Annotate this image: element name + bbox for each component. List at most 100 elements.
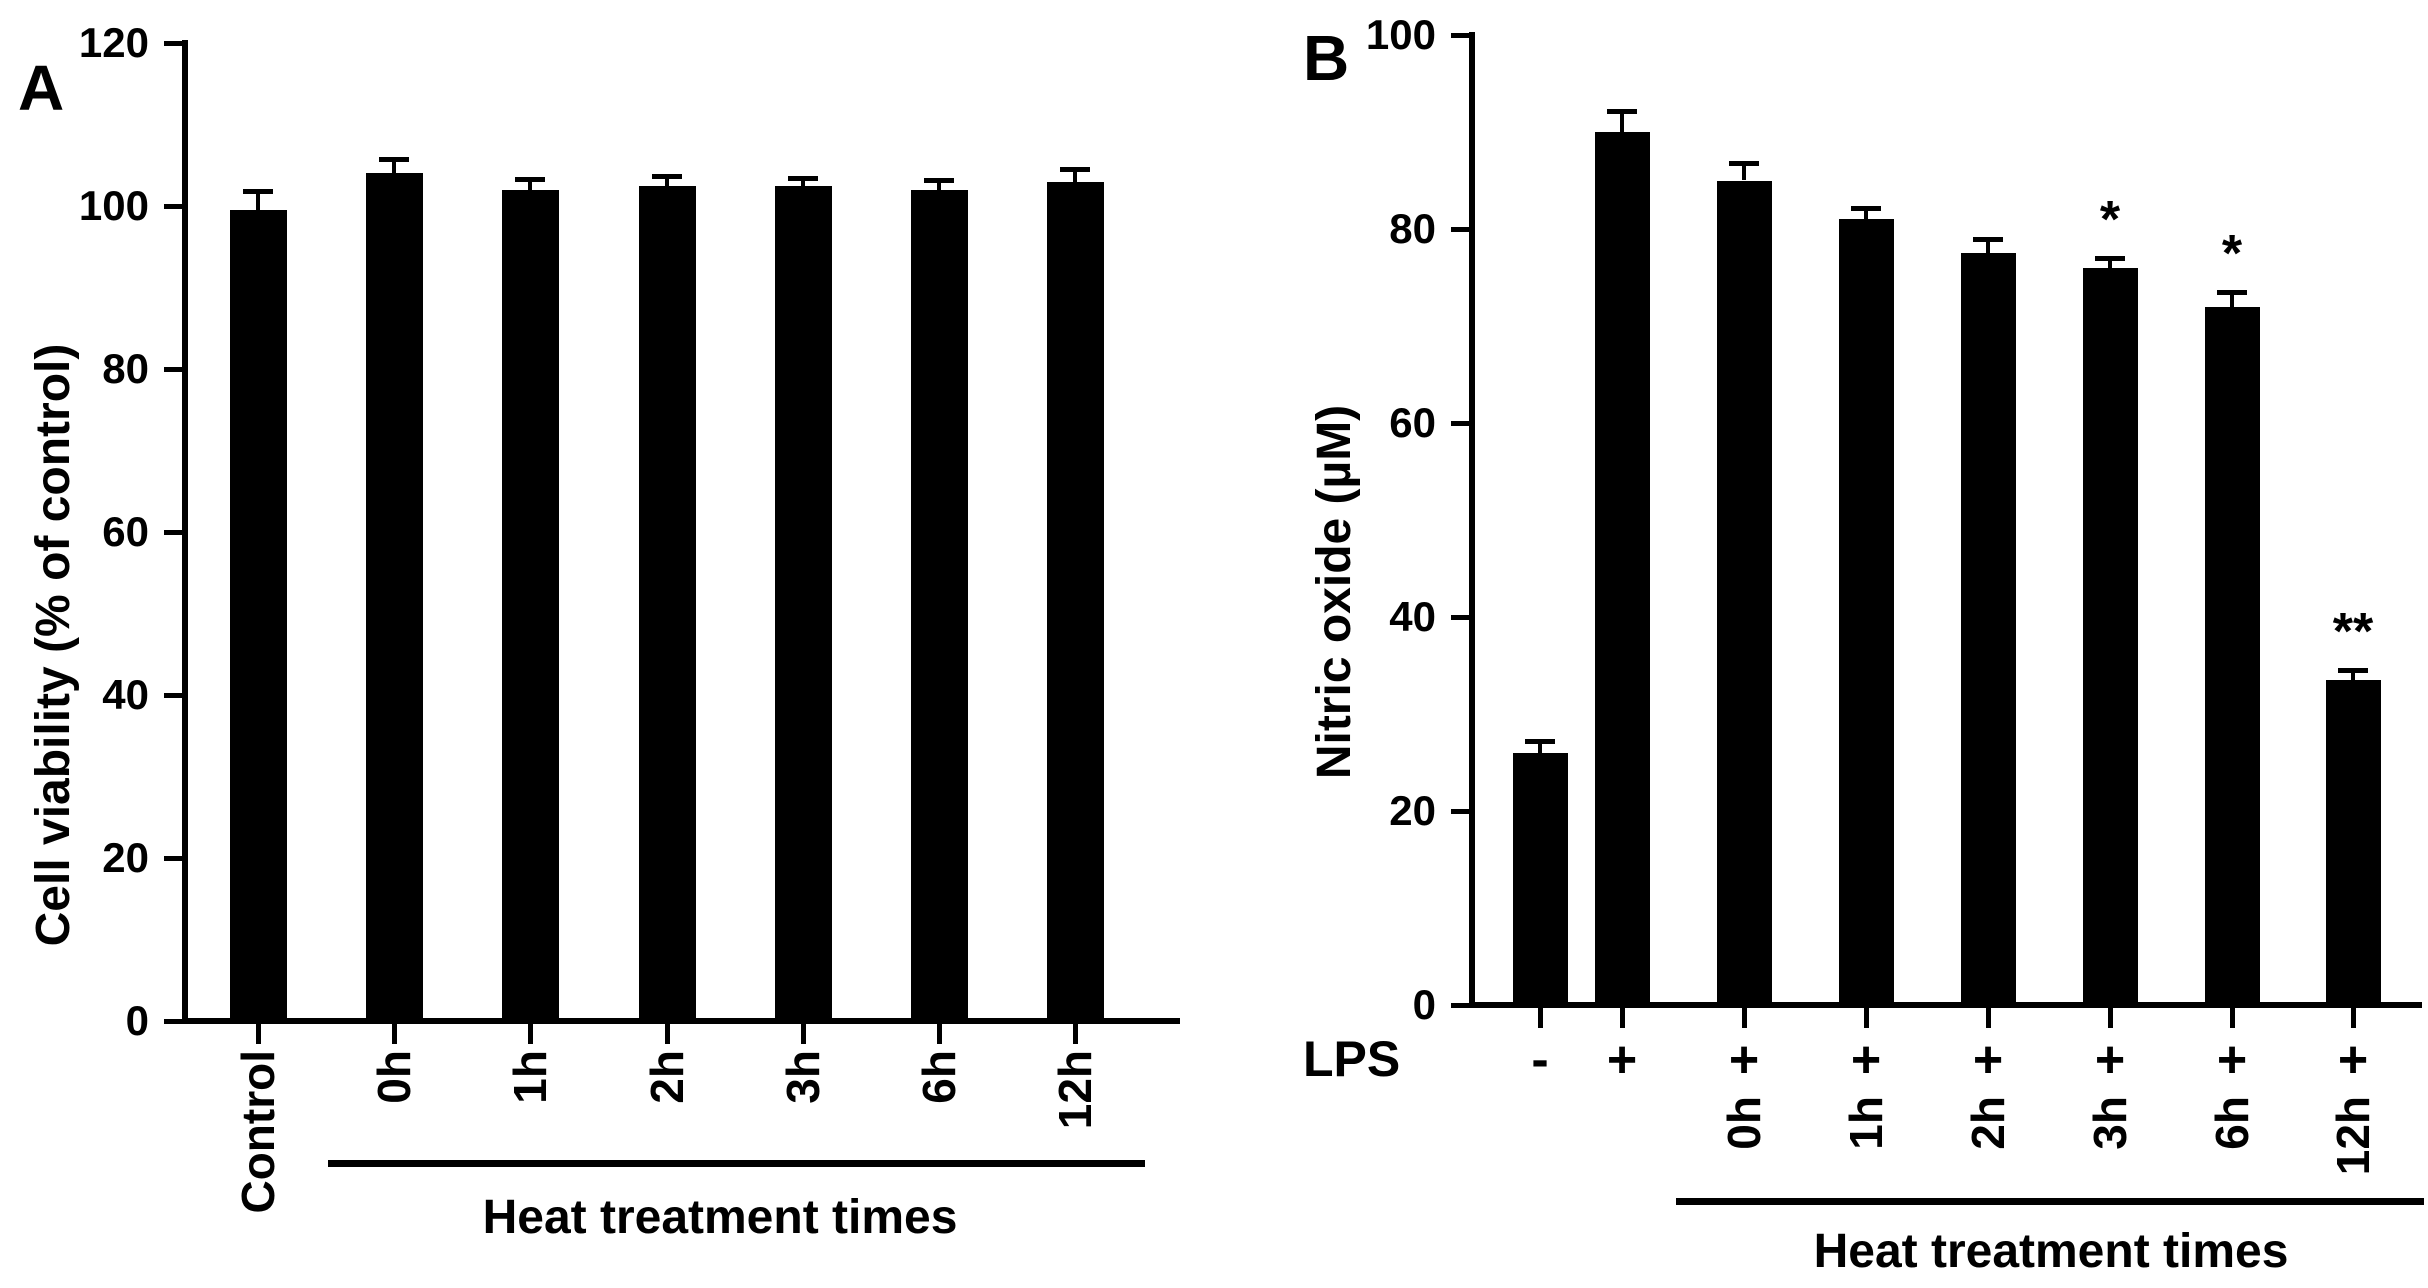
bar bbox=[638, 185, 696, 1021]
x-tick bbox=[1742, 1008, 1747, 1028]
bar bbox=[1046, 181, 1104, 1021]
y-tick bbox=[1451, 615, 1469, 620]
y-tick-label: 80 bbox=[102, 345, 149, 392]
panel-b-letter: B bbox=[1303, 22, 1350, 94]
error-bar-cap bbox=[1607, 108, 1637, 114]
x-category-label: Control bbox=[232, 1050, 284, 1214]
x-category-label: 3h bbox=[2084, 1096, 2136, 1150]
error-bar-stem bbox=[2230, 292, 2234, 307]
x-axis-line bbox=[182, 1018, 1180, 1024]
error-bar-stem bbox=[528, 179, 532, 190]
lps-sign: + bbox=[1850, 1031, 1882, 1089]
lps-sign: + bbox=[1728, 1031, 1760, 1089]
y-tick bbox=[164, 1019, 182, 1024]
x-category-label: 1h bbox=[1840, 1096, 1892, 1150]
y-tick-label: 20 bbox=[1389, 787, 1436, 834]
x-category-label: 2h bbox=[1962, 1096, 2014, 1150]
x-tick bbox=[2108, 1008, 2113, 1028]
error-bar-cap bbox=[379, 156, 409, 162]
error-bar-cap bbox=[2217, 290, 2247, 296]
y-tick bbox=[1451, 227, 1469, 232]
x-category-label: 2h bbox=[641, 1050, 693, 1104]
y-tick bbox=[164, 41, 182, 46]
x-tick bbox=[2230, 1008, 2235, 1028]
bar bbox=[1594, 132, 1650, 1005]
panel-b-y-axis-title: Nitric oxide (µM) bbox=[1308, 404, 1361, 780]
x-tick bbox=[392, 1024, 397, 1044]
x-category-label: 12h bbox=[1049, 1050, 1101, 1130]
y-axis-line bbox=[182, 40, 188, 1024]
lps-sign: + bbox=[2337, 1031, 2369, 1089]
x-tick bbox=[528, 1024, 533, 1044]
y-tick-label: 60 bbox=[1389, 399, 1436, 446]
error-bar-cap bbox=[2095, 256, 2125, 262]
bar bbox=[229, 210, 287, 1021]
lps-sign: - bbox=[1531, 1031, 1549, 1089]
y-tick bbox=[1451, 421, 1469, 426]
y-tick bbox=[1451, 809, 1469, 814]
error-bar-stem bbox=[1742, 163, 1746, 181]
y-tick-label: 60 bbox=[102, 508, 149, 555]
y-tick-label: 0 bbox=[1412, 981, 1436, 1028]
lps-sign: + bbox=[2216, 1031, 2248, 1089]
x-tick bbox=[2351, 1008, 2356, 1028]
x-tick bbox=[1073, 1024, 1078, 1044]
bar bbox=[910, 189, 968, 1021]
x-category-label: 6h bbox=[2206, 1096, 2258, 1150]
panel-a-letter: A bbox=[18, 52, 65, 124]
group-underline bbox=[1676, 1198, 2424, 1205]
x-axis-line bbox=[1469, 1002, 2422, 1008]
panel-a-group-caption: Heat treatment times bbox=[482, 1191, 958, 1244]
error-bar-cap bbox=[1060, 167, 1090, 173]
x-tick bbox=[665, 1024, 670, 1044]
bar bbox=[1960, 253, 2016, 1005]
error-bar-stem bbox=[1538, 741, 1542, 753]
y-tick bbox=[1451, 1003, 1469, 1008]
bar bbox=[365, 173, 423, 1021]
lps-sign: + bbox=[2094, 1031, 2126, 1089]
error-bar-cap bbox=[515, 177, 545, 183]
error-bar-cap bbox=[924, 177, 954, 183]
error-bar-stem bbox=[801, 178, 805, 186]
error-bar-stem bbox=[665, 175, 669, 186]
y-tick bbox=[164, 693, 182, 698]
bar bbox=[774, 185, 832, 1021]
y-tick bbox=[164, 530, 182, 535]
x-tick bbox=[937, 1024, 942, 1044]
x-category-label: 3h bbox=[777, 1050, 829, 1104]
x-category-label: 12h bbox=[2327, 1096, 2379, 1176]
error-bar-stem bbox=[1986, 238, 1990, 254]
y-tick bbox=[164, 856, 182, 861]
y-tick-label: 100 bbox=[1365, 11, 1436, 58]
bar bbox=[2082, 267, 2138, 1005]
bar bbox=[2325, 680, 2381, 1005]
x-category-label: 1h bbox=[504, 1050, 556, 1104]
error-bar-stem bbox=[1073, 169, 1077, 182]
lps-sign: + bbox=[1972, 1031, 2004, 1089]
error-bar-stem bbox=[937, 179, 941, 190]
x-category-label: 0h bbox=[1718, 1096, 1770, 1150]
error-bar-stem bbox=[392, 158, 396, 174]
error-bar-stem bbox=[2351, 670, 2355, 681]
y-tick-label: 40 bbox=[102, 671, 149, 718]
y-tick-label: 120 bbox=[78, 19, 149, 66]
bar bbox=[2204, 306, 2260, 1005]
bar bbox=[1716, 180, 1772, 1005]
error-bar-cap bbox=[788, 176, 818, 182]
x-tick bbox=[801, 1024, 806, 1044]
error-bar-stem bbox=[1620, 110, 1624, 132]
error-bar-cap bbox=[2338, 668, 2368, 674]
error-bar-cap bbox=[652, 173, 682, 179]
error-bar-cap bbox=[1973, 236, 2003, 242]
y-tick-label: 20 bbox=[102, 834, 149, 881]
x-tick bbox=[1620, 1008, 1625, 1028]
x-tick bbox=[256, 1024, 261, 1044]
error-bar-cap bbox=[1525, 739, 1555, 745]
error-bar-stem bbox=[256, 191, 260, 211]
y-tick-label: 80 bbox=[1389, 205, 1436, 252]
significance-marker: * bbox=[2099, 191, 2121, 250]
y-tick bbox=[164, 204, 182, 209]
error-bar-cap bbox=[1729, 161, 1759, 167]
error-bar-stem bbox=[2108, 258, 2112, 268]
